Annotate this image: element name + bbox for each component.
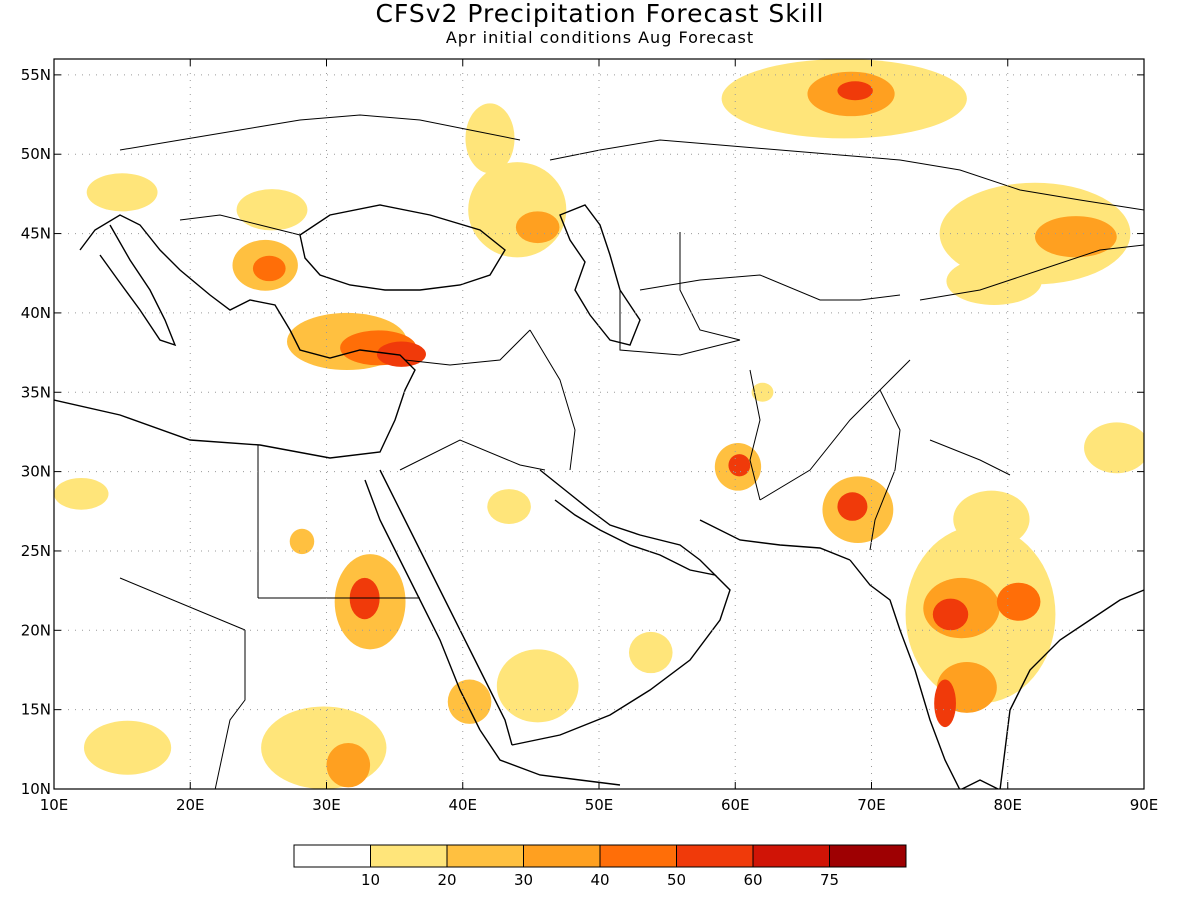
border-balkans — [179, 214, 301, 236]
lon-tick-label: 70E — [857, 796, 886, 814]
lat-tick-label: 35N — [21, 383, 51, 401]
border-eastern-europe — [119, 114, 521, 151]
italy-coast — [99, 224, 177, 347]
border-iran-afghanistan — [749, 369, 761, 501]
colorbar-swatch — [676, 844, 754, 868]
lat-tick-label: 20N — [21, 621, 51, 639]
skill-region-39 — [934, 679, 956, 728]
lon-tick-label: 90E — [1130, 796, 1159, 814]
lat-tick-label: 25N — [21, 542, 51, 560]
lon-tick-label: 10E — [40, 796, 69, 814]
lon-tick-label: 80E — [993, 796, 1022, 814]
skill-region-30 — [326, 742, 371, 788]
persian-gulf-coast — [539, 469, 718, 577]
skill-region-14 — [496, 649, 579, 723]
skill-region-9 — [953, 490, 1030, 548]
skill-region-15 — [628, 631, 673, 674]
mediterranean-coast — [54, 214, 416, 459]
colorbar-swatch — [523, 844, 601, 868]
skill-region-38 — [932, 598, 969, 631]
colorbar-swatch — [446, 844, 524, 868]
colorbar-swatch — [293, 844, 371, 868]
chart-title: CFSv2 Precipitation Forecast Skill — [375, 0, 825, 28]
lat-tick-label: 15N — [21, 701, 51, 719]
skill-region-27 — [1035, 216, 1117, 258]
iran-pakistan-coast — [699, 519, 851, 561]
colorbar-label: 60 — [743, 871, 762, 889]
india-west-coast — [849, 559, 961, 789]
skill-region-23 — [447, 679, 492, 724]
lat-tick-label: 40N — [21, 304, 51, 322]
border-turkey-syria — [404, 329, 531, 366]
arabian-peninsula-coast — [511, 574, 731, 746]
lon-tick-label: 20E — [176, 796, 205, 814]
lat-tick-label: 55N — [21, 66, 51, 84]
skill-region-16 — [487, 489, 531, 524]
skill-shading-layer — [54, 59, 1144, 789]
border-china-mongolia — [919, 244, 1144, 301]
colorbar-label: 75 — [820, 871, 839, 889]
colorbar-label: 40 — [590, 871, 609, 889]
country-borders-layer — [119, 114, 1144, 789]
colorbar-label: 10 — [361, 871, 380, 889]
colorbar-swatch — [599, 844, 677, 868]
africa-horn-coast — [479, 729, 621, 786]
skill-region-17 — [751, 382, 774, 402]
skill-region-24 — [289, 528, 315, 555]
skill-region-7 — [946, 257, 1042, 305]
sri-lanka-region — [960, 779, 1000, 789]
red-sea-coast-west — [364, 479, 481, 731]
skill-region-1 — [86, 173, 158, 212]
caspian-sea-coast — [559, 204, 641, 346]
colorbar-swatch — [829, 844, 907, 868]
skill-region-10 — [261, 706, 387, 789]
skill-region-2 — [236, 189, 308, 231]
skill-region-11 — [83, 720, 172, 775]
colorbar-label: 50 — [667, 871, 686, 889]
border-uzbekistan — [679, 232, 741, 341]
skill-region-34 — [376, 341, 426, 367]
border-afghanistan-pakistan — [759, 359, 911, 501]
lat-tick-label: 10N — [21, 780, 51, 798]
border-pakistan-india — [869, 389, 901, 551]
skill-region-37 — [837, 492, 868, 521]
gridlines — [54, 59, 1144, 789]
colorbar-label: 20 — [437, 871, 456, 889]
skill-region-3 — [468, 162, 567, 258]
black-sea-coast — [299, 204, 506, 291]
border-saudi-north — [399, 439, 546, 471]
lon-tick-label: 50E — [585, 796, 614, 814]
skill-region-40 — [349, 577, 380, 620]
lon-tick-label: 30E — [312, 796, 341, 814]
border-sudan-chad — [214, 630, 246, 789]
chart-subtitle: Apr initial conditions Aug Forecast — [445, 28, 755, 47]
border-turkmenistan — [619, 290, 741, 356]
border-russia-kazakhstan — [549, 139, 1144, 211]
colorbar-swatch — [752, 844, 830, 868]
border-kazakhstan-south — [639, 274, 901, 301]
coastline-layer — [54, 204, 1144, 789]
skill-region-32 — [252, 255, 286, 282]
skill-region-13 — [54, 477, 109, 510]
colorbar-swatch — [370, 844, 448, 868]
lat-tick-label: 30N — [21, 463, 51, 481]
skill-region-36 — [728, 454, 751, 477]
lat-tick-label: 50N — [21, 145, 51, 163]
india-east-coast — [999, 589, 1144, 789]
skill-region-4 — [465, 103, 515, 174]
border-libya-chad — [119, 577, 246, 631]
colorbar: 10 20 30 40 50 60 75 — [293, 844, 907, 889]
lat-tick-label: 45N — [21, 225, 51, 243]
colorbar-label: 30 — [514, 871, 533, 889]
skill-region-25 — [515, 211, 560, 244]
skill-region-33 — [996, 582, 1041, 621]
lon-tick-label: 60E — [721, 796, 750, 814]
border-india-nepal — [929, 439, 1011, 476]
lon-tick-label: 40E — [448, 796, 477, 814]
skill-region-35 — [837, 81, 873, 101]
skill-region-12 — [1084, 422, 1144, 474]
border-iraq-iran — [529, 329, 576, 471]
